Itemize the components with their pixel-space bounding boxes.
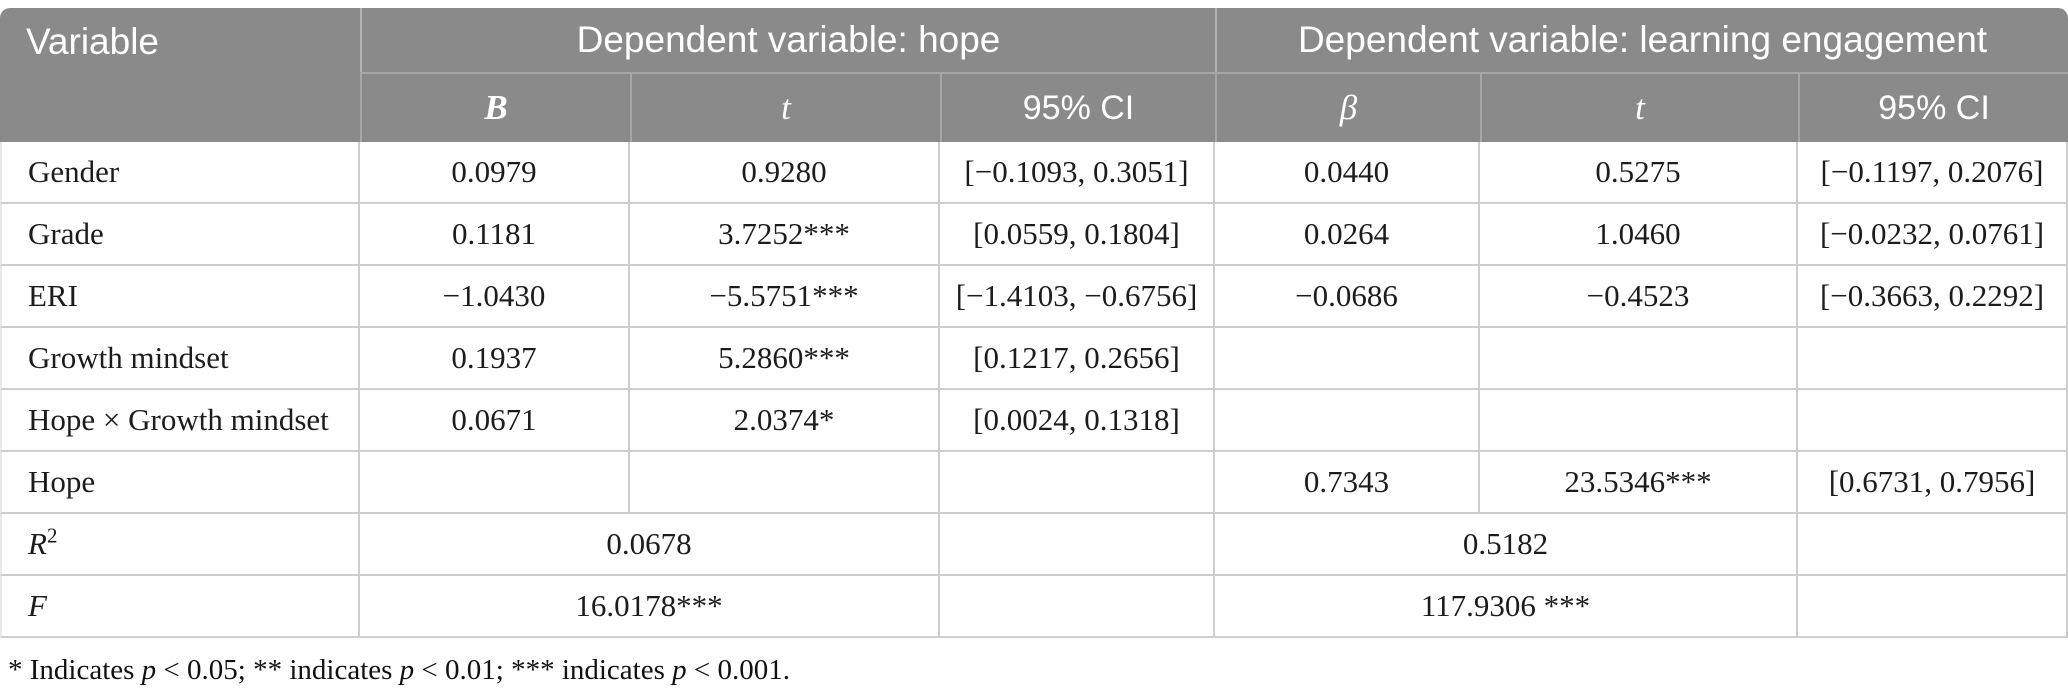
value-cell: [0.0024, 0.1318] [940, 390, 1215, 452]
column-header-t-engagement: t [1480, 72, 1798, 142]
merged-value-cell: 16.0178*** [360, 576, 940, 638]
value-cell: −1.0430 [360, 266, 630, 328]
value-cell: [−0.3663, 0.2292] [1798, 266, 2068, 328]
table-row-gender: Gender 0.0979 0.9280 [−0.1093, 0.3051] 0… [0, 142, 2068, 204]
table-row-eri: ERI −1.0430 −5.5751*** [−1.4103, −0.6756… [0, 266, 2068, 328]
empty-cell [940, 514, 1215, 576]
row-label: Hope [0, 452, 360, 514]
table-row-growth-mindset: Growth mindset 0.1937 5.2860*** [0.1217,… [0, 328, 2068, 390]
value-cell: [−0.1093, 0.3051] [940, 142, 1215, 204]
value-cell: −0.4523 [1480, 266, 1798, 328]
value-cell [940, 452, 1215, 514]
empty-cell [1798, 576, 2068, 638]
empty-cell [940, 576, 1215, 638]
column-header-ci-engagement: 95% CI [1798, 72, 2068, 142]
value-cell: 5.2860*** [630, 328, 940, 390]
value-cell: 0.1937 [360, 328, 630, 390]
value-cell: 1.0460 [1480, 204, 1798, 266]
value-cell: [−0.1197, 0.2076] [1798, 142, 2068, 204]
table-row-r-squared: R2 0.0678 0.5182 [0, 514, 2068, 576]
value-cell: 0.0979 [360, 142, 630, 204]
value-cell: [0.6731, 0.7956] [1798, 452, 2068, 514]
row-label: R2 [0, 514, 360, 576]
table-row-hope-x-growth-mindset: Hope × Growth mindset 0.0671 2.0374* [0.… [0, 390, 2068, 452]
row-label: Grade [0, 204, 360, 266]
merged-value-cell: 0.0678 [360, 514, 940, 576]
value-cell: 0.0671 [360, 390, 630, 452]
value-cell [1215, 390, 1480, 452]
value-cell [1480, 390, 1798, 452]
f-symbol: F [28, 588, 47, 623]
r-squared-exponent: 2 [46, 523, 58, 548]
value-cell [1215, 328, 1480, 390]
value-cell: 0.0264 [1215, 204, 1480, 266]
merged-value-cell: 0.5182 [1215, 514, 1798, 576]
column-header-B: B [360, 72, 630, 142]
r-squared-symbol: R [28, 526, 47, 561]
value-cell [1798, 390, 2068, 452]
row-label: ERI [0, 266, 360, 328]
value-cell: 0.9280 [630, 142, 940, 204]
column-header-ci-hope: 95% CI [940, 72, 1215, 142]
table-row-f: F 16.0178*** 117.9306 *** [0, 576, 2068, 638]
value-cell: 0.0440 [1215, 142, 1480, 204]
significance-footnote: * Indicates p < 0.05; ** indicates p < 0… [8, 654, 790, 686]
table-row-grade: Grade 0.1181 3.7252*** [0.0559, 0.1804] … [0, 204, 2068, 266]
value-cell: [0.0559, 0.1804] [940, 204, 1215, 266]
table-header: Variable Dependent variable: hope Depend… [0, 8, 2068, 142]
value-cell [1798, 328, 2068, 390]
table-row-hope: Hope 0.7343 23.5346*** [0.6731, 0.7956] [0, 452, 2068, 514]
row-label: Gender [0, 142, 360, 204]
regression-results-table: Variable Dependent variable: hope Depend… [0, 8, 2068, 638]
value-cell [360, 452, 630, 514]
value-cell: 0.1181 [360, 204, 630, 266]
merged-value-cell: 117.9306 *** [1215, 576, 1798, 638]
row-label: Hope × Growth mindset [0, 390, 360, 452]
value-cell: [0.1217, 0.2656] [940, 328, 1215, 390]
column-header-beta: β [1215, 72, 1480, 142]
value-cell: 23.5346*** [1480, 452, 1798, 514]
value-cell: [−1.4103, −0.6756] [940, 266, 1215, 328]
group-header-learning-engagement: Dependent variable: learning engagement [1215, 8, 2068, 72]
row-label: F [0, 576, 360, 638]
value-cell: 3.7252*** [630, 204, 940, 266]
row-label: Growth mindset [0, 328, 360, 390]
value-cell: 0.7343 [1215, 452, 1480, 514]
group-header-hope: Dependent variable: hope [360, 8, 1215, 72]
column-header-variable: Variable [0, 8, 360, 142]
empty-cell [1798, 514, 2068, 576]
value-cell: 2.0374* [630, 390, 940, 452]
value-cell: 0.5275 [1480, 142, 1798, 204]
value-cell [630, 452, 940, 514]
value-cell: −5.5751*** [630, 266, 940, 328]
column-header-t-hope: t [630, 72, 940, 142]
value-cell [1480, 328, 1798, 390]
value-cell: [−0.0232, 0.0761] [1798, 204, 2068, 266]
value-cell: −0.0686 [1215, 266, 1480, 328]
